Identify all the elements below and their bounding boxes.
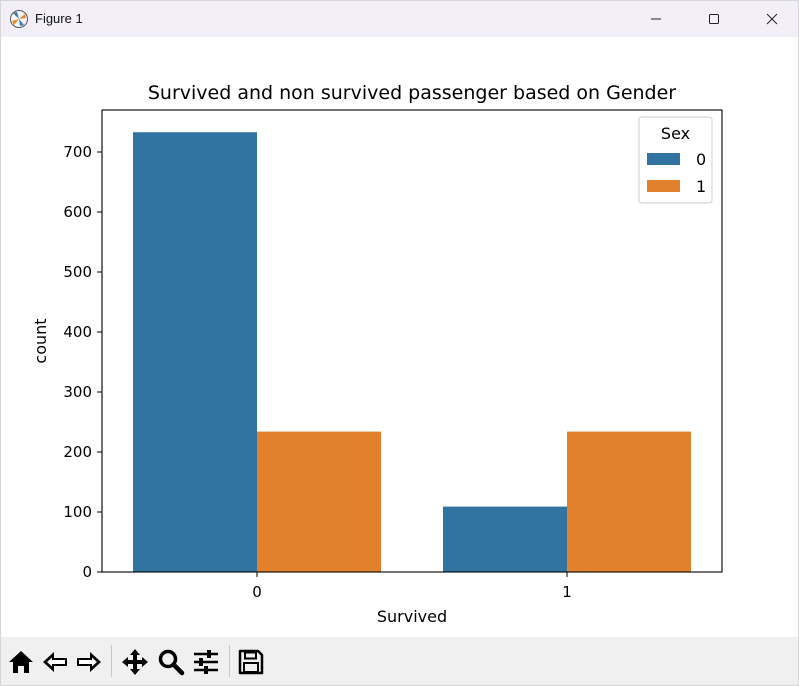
minimize-icon xyxy=(651,18,661,20)
home-icon xyxy=(9,651,33,673)
figure-canvas: Survived and non survived passenger base… xyxy=(1,37,798,637)
save-floppy-icon xyxy=(238,649,264,675)
x-tick-label: 1 xyxy=(562,583,572,601)
zoom-button[interactable] xyxy=(155,647,187,677)
chart-title: Survived and non survived passenger base… xyxy=(148,82,676,104)
maximize-icon xyxy=(709,14,719,24)
pan-button[interactable] xyxy=(119,647,151,677)
home-button[interactable] xyxy=(5,647,37,677)
x-tick-label: 0 xyxy=(252,583,262,601)
window-title: Figure 1 xyxy=(35,11,83,26)
close-button[interactable] xyxy=(743,1,799,37)
toolbar-separator xyxy=(229,645,230,677)
y-tick-label: 300 xyxy=(63,383,92,401)
zoom-magnifier-icon xyxy=(158,649,185,676)
axes-frame xyxy=(101,109,723,573)
y-axis-label: count xyxy=(31,318,50,363)
x-axis-label: Survived xyxy=(377,607,447,626)
legend-swatch xyxy=(647,153,680,165)
forward-button[interactable] xyxy=(73,647,105,677)
bar-chart: Survived and non survived passenger base… xyxy=(31,82,723,626)
y-tick-label: 600 xyxy=(63,203,92,221)
bar xyxy=(567,431,691,572)
y-tick-label: 200 xyxy=(63,443,92,461)
bar xyxy=(257,431,381,572)
legend-entry: 1 xyxy=(696,177,706,196)
pan-move-icon xyxy=(122,649,148,675)
title-bar: Figure 1 xyxy=(1,1,798,37)
forward-arrow-icon xyxy=(77,652,101,672)
legend-title: Sex xyxy=(661,124,690,143)
minimize-button[interactable] xyxy=(627,1,685,37)
y-tick-label: 700 xyxy=(63,143,92,161)
legend-entry: 0 xyxy=(696,150,706,169)
y-tick-label: 400 xyxy=(63,323,92,341)
toolbar-separator xyxy=(111,645,112,677)
navigation-toolbar xyxy=(1,637,798,685)
y-tick-label: 100 xyxy=(63,503,92,521)
configure-subplots-button[interactable] xyxy=(190,647,222,677)
back-button[interactable] xyxy=(39,647,71,677)
legend-swatch xyxy=(647,180,680,192)
close-icon xyxy=(766,13,778,25)
maximize-button[interactable] xyxy=(685,1,743,37)
y-tick-label: 500 xyxy=(63,263,92,281)
configure-sliders-icon xyxy=(194,650,218,674)
bar xyxy=(443,506,567,572)
y-tick-label: 0 xyxy=(82,563,92,581)
matplotlib-app-icon xyxy=(9,9,29,29)
save-button[interactable] xyxy=(235,647,267,677)
bar xyxy=(133,132,257,572)
back-arrow-icon xyxy=(43,652,67,672)
